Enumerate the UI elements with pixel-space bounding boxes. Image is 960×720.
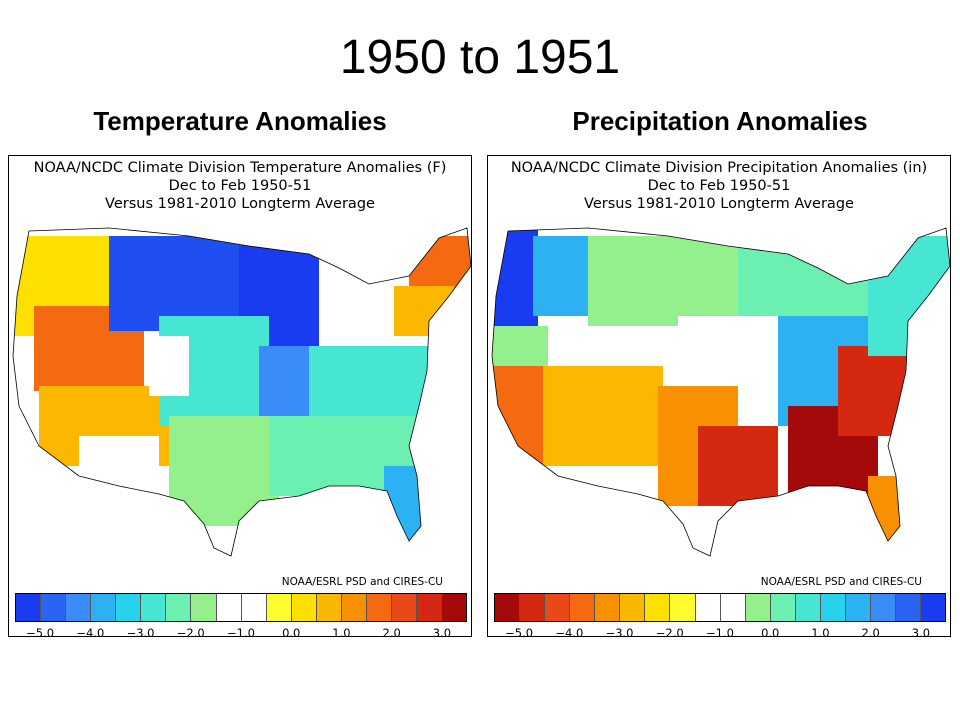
region-pacific-northwest <box>492 228 538 336</box>
colorbar-tick-label: −2.0 <box>655 626 684 637</box>
region-northern-plains <box>588 236 748 326</box>
colorbar-swatch <box>695 594 721 621</box>
colorbar-swatch <box>795 594 821 621</box>
colorbar-swatch <box>316 594 342 621</box>
colorbar-tick-label: −2.0 <box>176 626 205 637</box>
region-florida <box>384 466 434 546</box>
colorbar-tick-label: 0.0 <box>282 626 301 637</box>
colorbar-tick-label: 2.0 <box>382 626 401 637</box>
map-title-line-2: Dec to Feb 1950-51 <box>168 178 312 194</box>
region-neutral-2 <box>79 436 159 476</box>
colorbar-swatch <box>291 594 317 621</box>
colorbar-swatch <box>845 594 871 621</box>
precipitation-map <box>491 227 950 557</box>
region-new-england <box>868 236 950 356</box>
precipitation-colorbar <box>494 593 946 622</box>
colorbar-swatch <box>166 594 192 621</box>
region-northern-plains <box>109 236 249 331</box>
colorbar-tick-label: 2.0 <box>861 626 880 637</box>
colorbar-swatch <box>595 594 621 621</box>
map-title-line-2: Dec to Feb 1950-51 <box>647 178 791 194</box>
temperature-map-panel: NOAA/NCDC Climate Division Temperature A… <box>8 155 472 637</box>
region-lower-mississippi <box>698 426 778 506</box>
temperature-map <box>12 227 471 557</box>
colorbar-swatch <box>417 594 443 621</box>
colorbar-tick-label: −5.0 <box>505 626 534 637</box>
colorbar-tick-label: −1.0 <box>227 626 255 637</box>
colorbar-swatch <box>341 594 367 621</box>
colorbar-tick-label: −5.0 <box>26 626 55 637</box>
region-neutral-1 <box>678 316 778 386</box>
colorbar-swatch <box>720 594 746 621</box>
colorbar-swatch <box>266 594 292 621</box>
region-neutral-1 <box>149 336 189 396</box>
colorbar-swatch <box>820 594 846 621</box>
slide-title: 1950 to 1951 <box>339 31 621 84</box>
region-california <box>492 366 548 466</box>
colorbar-swatch <box>66 594 92 621</box>
colorbar-tick-label: 1.0 <box>332 626 351 637</box>
colorbar-swatch <box>495 594 521 621</box>
region-carolinas <box>838 346 908 436</box>
colorbar-swatch <box>366 594 392 621</box>
colorbar-tick-label: 3.0 <box>911 626 931 637</box>
map-title-line-3: Versus 1981-2010 Longterm Average <box>105 196 375 212</box>
region-texas <box>169 416 279 526</box>
precipitation-heading: Precipitation Anomalies <box>572 106 868 136</box>
region-great-lakes <box>738 246 868 316</box>
colorbar-swatch <box>620 594 646 621</box>
us-outline <box>491 227 950 557</box>
colorbar-swatch <box>116 594 142 621</box>
colorbar-swatch <box>41 594 67 621</box>
region-idaho <box>533 236 593 316</box>
colorbar-swatch <box>645 594 671 621</box>
colorbar-tick-label: −1.0 <box>706 626 734 637</box>
map-title-line-1: NOAA/NCDC Climate Division Temperature A… <box>33 160 447 176</box>
colorbar-swatch <box>141 594 167 621</box>
colorbar-tick-label: −3.0 <box>605 626 634 637</box>
colorbar-swatch <box>896 594 922 621</box>
region-southwest <box>543 366 663 466</box>
colorbar-swatch <box>91 594 117 621</box>
region-new-england <box>394 286 454 336</box>
colorbar-swatch <box>241 594 267 621</box>
map-title-line-1: NOAA/NCDC Climate Division Precipitation… <box>510 160 928 176</box>
colorbar-swatch <box>545 594 571 621</box>
colorbar-tick-label: −3.0 <box>126 626 155 637</box>
colorbar-swatch <box>216 594 242 621</box>
precipitation-map-panel: NOAA/NCDC Climate Division Precipitation… <box>487 155 951 637</box>
colorbar-swatch <box>921 594 946 621</box>
colorbar-tick-label: −4.0 <box>555 626 584 637</box>
colorbar-tick-label: −4.0 <box>76 626 105 637</box>
colorbar-swatch <box>745 594 771 621</box>
colorbar-swatch <box>770 594 796 621</box>
colorbar-tick-label: 3.0 <box>432 626 452 637</box>
temperature-heading: Temperature Anomalies <box>93 106 387 136</box>
colorbar-swatch <box>442 594 467 621</box>
us-outline <box>12 227 471 557</box>
colorbar-swatch <box>870 594 896 621</box>
colorbar-swatch <box>520 594 546 621</box>
map-title-line-3: Versus 1981-2010 Longterm Average <box>584 196 854 212</box>
map-credit: NOAA/ESRL PSD and CIRES-CU <box>281 576 443 588</box>
map-credit: NOAA/ESRL PSD and CIRES-CU <box>760 576 922 588</box>
colorbar-swatch <box>570 594 596 621</box>
colorbar-swatch <box>16 594 42 621</box>
colorbar-swatch <box>191 594 217 621</box>
colorbar-swatch <box>391 594 417 621</box>
colorbar-tick-label: 1.0 <box>811 626 830 637</box>
colorbar-swatch <box>670 594 696 621</box>
temperature-colorbar <box>15 593 467 622</box>
colorbar-tick-label: 0.0 <box>761 626 780 637</box>
